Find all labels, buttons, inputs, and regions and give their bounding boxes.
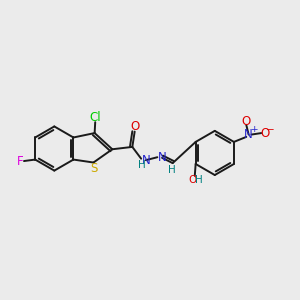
Text: H: H — [195, 175, 203, 185]
Text: H: H — [139, 160, 146, 170]
Text: S: S — [91, 162, 98, 175]
Text: O: O — [242, 115, 251, 128]
Text: Cl: Cl — [89, 111, 101, 124]
Text: −: − — [266, 125, 274, 135]
Text: H: H — [168, 165, 176, 175]
Text: +: + — [250, 125, 257, 134]
Text: O: O — [260, 127, 269, 140]
Text: N: N — [244, 128, 253, 141]
Text: O: O — [130, 120, 140, 133]
Text: O: O — [189, 175, 197, 185]
Text: N: N — [142, 154, 150, 167]
Text: N: N — [158, 151, 167, 164]
Text: F: F — [16, 154, 23, 167]
